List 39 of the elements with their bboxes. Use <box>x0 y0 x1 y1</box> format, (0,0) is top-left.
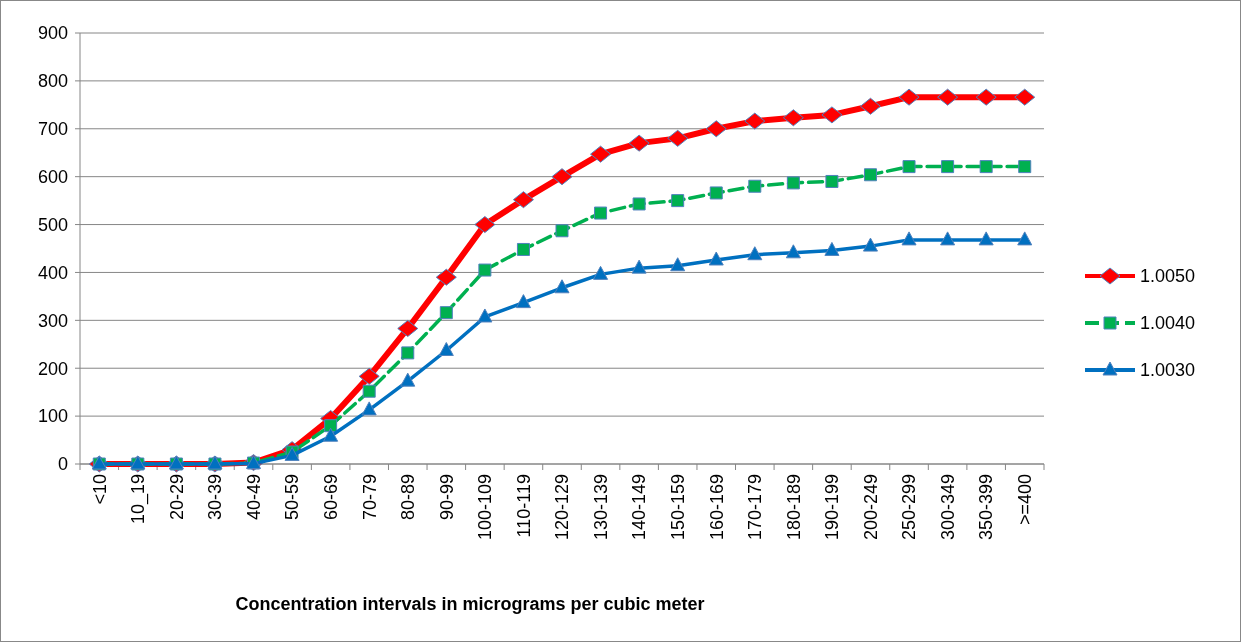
y-tick-label: 300 <box>37 310 68 331</box>
x-tick-label: 40-49 <box>243 474 264 521</box>
x-tick-label: 50-59 <box>282 474 303 521</box>
x-tick-label: 200-249 <box>860 474 881 541</box>
x-tick-label: 250-299 <box>899 474 920 541</box>
y-tick-label: 400 <box>37 262 68 283</box>
x-tick-label: >=400 <box>1015 474 1036 526</box>
y-tick-label: 200 <box>37 358 68 379</box>
x-tick-label: 90-99 <box>436 474 457 521</box>
y-tick-label: 0 <box>57 454 68 475</box>
x-tick-label: 300-349 <box>937 474 958 541</box>
x-tick-label: 100-109 <box>475 474 496 541</box>
y-tick-label: 100 <box>37 406 68 427</box>
y-tick-label: 900 <box>37 23 68 44</box>
x-tick-label: 60-69 <box>320 474 341 521</box>
x-axis-title: Concentration intervals in micrograms per cubic meter <box>235 594 705 614</box>
y-tick-label: 600 <box>37 166 68 187</box>
x-tick-label: 130-139 <box>590 474 611 541</box>
x-tick-label: 350-399 <box>976 474 997 541</box>
legend-label: 1.0030 <box>1140 360 1196 381</box>
x-tick-label: 170-179 <box>745 474 766 541</box>
y-tick-label: 700 <box>37 119 68 140</box>
x-tick-label: 150-159 <box>667 474 688 541</box>
x-tick-label: 10_19 <box>128 474 150 525</box>
x-tick-label: 140-149 <box>629 474 650 541</box>
x-tick-label: 110-119 <box>513 474 534 538</box>
x-tick-label: 160-169 <box>706 474 727 541</box>
legend-label: 1.0050 <box>1140 266 1196 287</box>
x-tick-label: 30-39 <box>205 474 226 521</box>
y-tick-label: 500 <box>37 214 68 235</box>
y-tick-label: 800 <box>37 71 68 92</box>
x-tick-label: 80-89 <box>398 474 419 521</box>
x-tick-label: 180-189 <box>783 474 804 541</box>
x-tick-label: <10 <box>89 474 110 505</box>
x-tick-label: 20-29 <box>166 474 187 521</box>
x-tick-label: 120-129 <box>552 474 573 541</box>
x-tick-label: 70-79 <box>359 474 380 521</box>
legend-label: 1.0040 <box>1140 313 1196 334</box>
x-tick-label: 190-199 <box>822 474 843 541</box>
